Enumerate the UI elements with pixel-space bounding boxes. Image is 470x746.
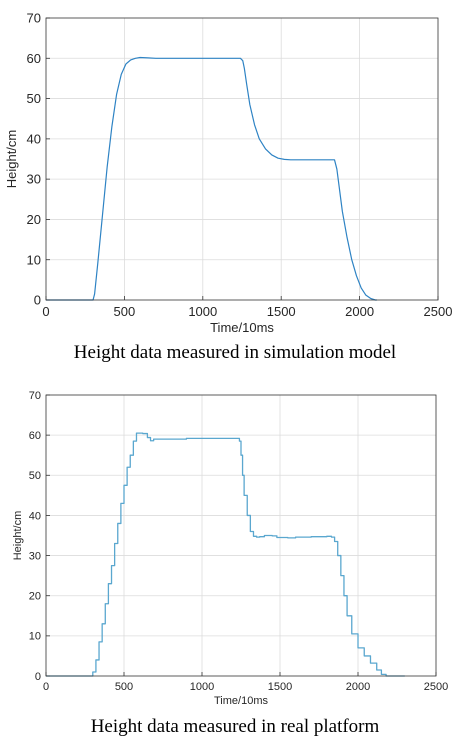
- y-tick-label: 50: [27, 91, 41, 106]
- x-tick-label: 2000: [345, 304, 374, 319]
- y-tick-label: 50: [29, 470, 41, 482]
- caption-real: Height data measured in real platform: [90, 716, 380, 737]
- chart-panel-simulation: 0 500 1000 1500 2000 2500 0 10 20 30 40 50 60 70 Time/…: [0, 0, 470, 372]
- y-tick-label: 60: [27, 51, 41, 66]
- y-tick-label: 30: [27, 172, 41, 187]
- caption-simulation: Height data measured in simulation model: [73, 342, 397, 363]
- y-tick-label: 60: [29, 430, 41, 442]
- x-tick-label: 500: [115, 681, 133, 693]
- series-line-0: [46, 432, 405, 677]
- plot-area: [46, 18, 438, 300]
- x-tick-label: 500: [114, 304, 136, 319]
- x-axis-label: Time/10ms: [210, 320, 274, 335]
- y-tick-label: 20: [27, 212, 41, 227]
- y-tick-label: 70: [29, 390, 41, 402]
- x-tick-label: 1500: [268, 681, 292, 693]
- chart-panel-real: 0 500 1000 1500 2000 2500 0 10 20 30 40 50 60 70 Time/…: [0, 376, 470, 746]
- real-platform-chart: 0 500 1000 1500 2000 2500 0 10 20 30 40 50 60 70 Time/…: [12, 390, 448, 707]
- x-tick-label: 2500: [424, 681, 448, 693]
- y-tick-label: 0: [34, 293, 41, 308]
- y-tick-label: 20: [29, 591, 41, 603]
- simulation-chart: 0 500 1000 1500 2000 2500 0 10 20 30 40 50 60 70 Time/…: [4, 11, 453, 335]
- series-line-0: [46, 56, 377, 301]
- x-tick-label: 2000: [346, 681, 370, 693]
- y-tick-label: 0: [35, 671, 41, 683]
- x-tick-label: 1000: [188, 304, 217, 319]
- y-tick-label: 10: [29, 631, 41, 643]
- plot-area: [46, 395, 436, 676]
- y-axis-label: Height/cm: [12, 511, 24, 561]
- x-tick-label: 1000: [190, 681, 214, 693]
- x-tick-label: 0: [42, 304, 49, 319]
- x-axis-label: Time/10ms: [214, 695, 268, 707]
- x-tick-label: 0: [43, 681, 49, 693]
- axes-frame: [45, 394, 437, 677]
- y-tick-label: 40: [29, 510, 41, 522]
- axes-frame: [45, 17, 439, 301]
- x-tick-label: 1500: [267, 304, 296, 319]
- y-tick-label: 40: [27, 131, 41, 146]
- y-tick-label: 30: [29, 550, 41, 562]
- y-axis-label: Height/cm: [4, 130, 19, 189]
- y-tick-label: 70: [27, 11, 41, 26]
- y-tick-label: 10: [27, 252, 41, 267]
- x-tick-label: 2500: [424, 304, 453, 319]
